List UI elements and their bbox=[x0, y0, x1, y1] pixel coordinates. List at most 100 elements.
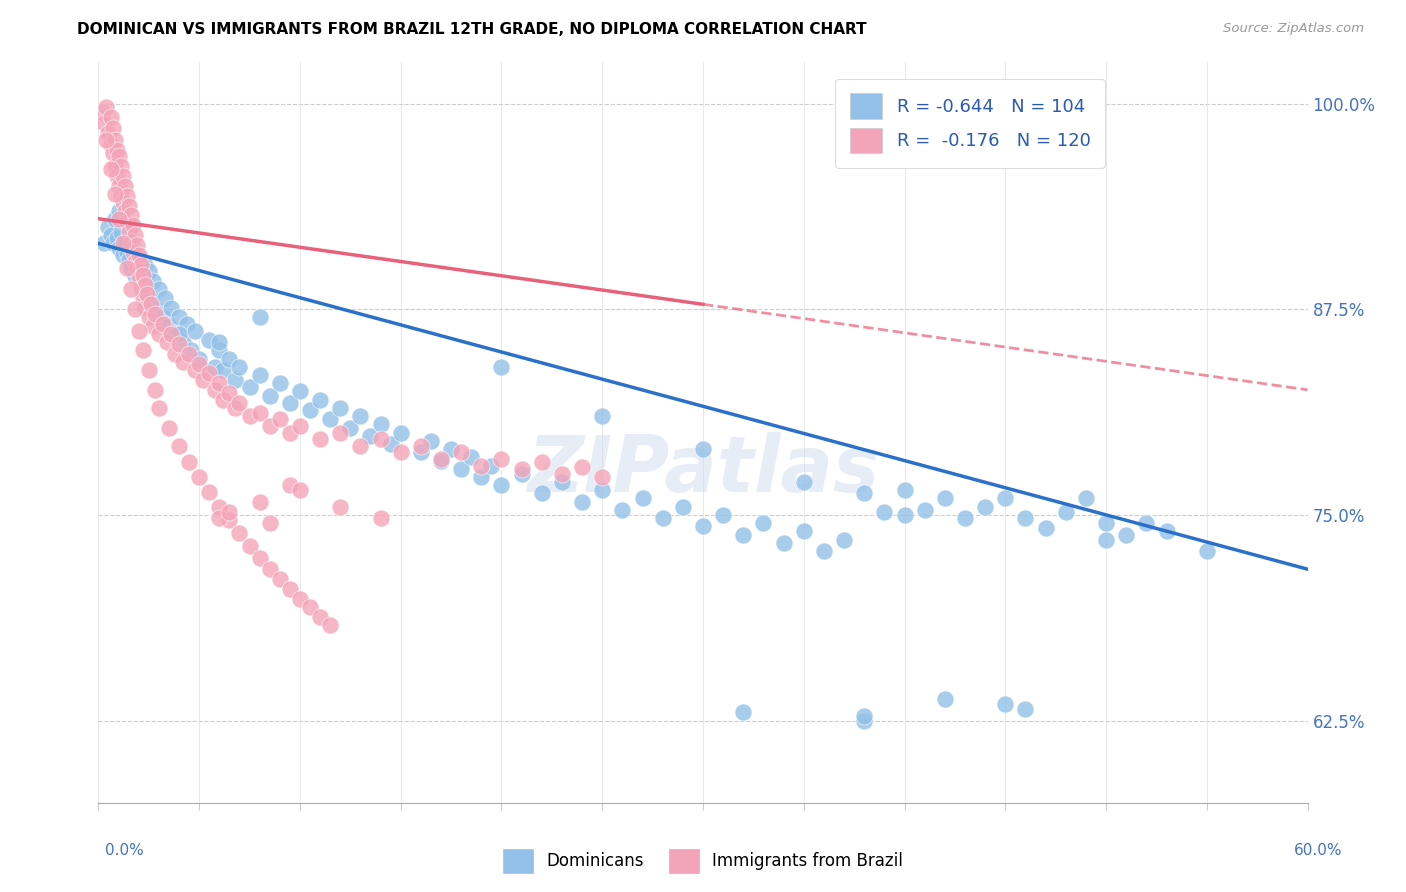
Point bbox=[111, 195, 134, 210]
Point bbox=[269, 572, 291, 586]
Point bbox=[115, 261, 138, 276]
Point bbox=[994, 697, 1017, 711]
Point bbox=[733, 706, 755, 720]
Point bbox=[121, 219, 143, 233]
Point bbox=[188, 351, 211, 366]
Point bbox=[101, 236, 124, 251]
Point bbox=[893, 508, 915, 522]
Point bbox=[319, 412, 342, 426]
Point bbox=[193, 373, 215, 387]
Point bbox=[167, 310, 190, 325]
Point bbox=[96, 133, 118, 147]
Point bbox=[249, 310, 271, 325]
Point bbox=[1014, 702, 1036, 716]
Point bbox=[100, 162, 122, 177]
Point bbox=[204, 383, 226, 397]
Point bbox=[409, 439, 432, 453]
Point bbox=[269, 412, 291, 426]
Point bbox=[138, 363, 160, 377]
Point bbox=[974, 500, 997, 514]
Point bbox=[103, 159, 125, 173]
Point bbox=[934, 692, 956, 706]
Point bbox=[208, 343, 231, 358]
Point bbox=[1115, 527, 1137, 541]
Point bbox=[118, 198, 141, 212]
Point bbox=[409, 445, 432, 459]
Point bbox=[389, 445, 412, 459]
Point bbox=[692, 442, 714, 456]
Point bbox=[571, 460, 593, 475]
Point bbox=[111, 248, 134, 262]
Point bbox=[132, 343, 155, 358]
Point bbox=[551, 467, 574, 481]
Point bbox=[184, 324, 207, 338]
Point bbox=[148, 401, 170, 415]
Point bbox=[138, 310, 160, 325]
Point bbox=[329, 425, 352, 440]
Point bbox=[124, 254, 146, 268]
Point bbox=[591, 483, 613, 498]
Point bbox=[120, 235, 142, 249]
Point bbox=[120, 209, 142, 223]
Text: ZIPatlas: ZIPatlas bbox=[527, 432, 879, 508]
Point bbox=[110, 159, 132, 173]
Point bbox=[124, 269, 146, 284]
Point bbox=[430, 452, 453, 467]
Point bbox=[124, 302, 146, 317]
Point bbox=[309, 610, 332, 624]
Point bbox=[510, 467, 533, 481]
Point bbox=[853, 708, 876, 723]
Point bbox=[124, 228, 146, 243]
Point bbox=[278, 396, 301, 410]
Point bbox=[329, 401, 352, 415]
Point bbox=[329, 500, 352, 514]
Point bbox=[319, 618, 342, 632]
Point bbox=[309, 392, 332, 407]
Point bbox=[134, 301, 156, 315]
Point bbox=[107, 149, 129, 163]
Point bbox=[143, 307, 166, 321]
Point bbox=[128, 261, 150, 276]
Point bbox=[148, 326, 170, 341]
Point bbox=[114, 178, 136, 193]
Point bbox=[299, 600, 322, 615]
Point bbox=[249, 550, 271, 565]
Point bbox=[228, 526, 250, 541]
Point bbox=[179, 455, 201, 469]
Point bbox=[115, 215, 138, 229]
Point bbox=[530, 486, 553, 500]
Point bbox=[157, 318, 180, 333]
Point bbox=[120, 261, 142, 276]
Point bbox=[107, 178, 129, 193]
Point bbox=[188, 357, 211, 371]
Point bbox=[208, 511, 231, 525]
Point bbox=[853, 486, 876, 500]
Point bbox=[152, 317, 174, 331]
Point bbox=[128, 248, 150, 262]
Point bbox=[440, 442, 463, 456]
Point bbox=[460, 450, 482, 465]
Point bbox=[128, 271, 150, 285]
Point bbox=[134, 258, 156, 272]
Point bbox=[813, 544, 835, 558]
Point bbox=[571, 494, 593, 508]
Point bbox=[430, 453, 453, 467]
Point bbox=[224, 373, 246, 387]
Point bbox=[208, 376, 231, 391]
Text: Source: ZipAtlas.com: Source: ZipAtlas.com bbox=[1223, 22, 1364, 36]
Point bbox=[100, 110, 122, 124]
Point bbox=[752, 516, 775, 530]
Point bbox=[120, 283, 142, 297]
Point bbox=[309, 432, 332, 446]
Point bbox=[1054, 505, 1077, 519]
Point bbox=[672, 500, 695, 514]
Point bbox=[125, 261, 148, 276]
Point bbox=[288, 483, 311, 498]
Point bbox=[142, 318, 165, 333]
Point bbox=[163, 326, 186, 341]
Point bbox=[873, 505, 896, 519]
Point bbox=[91, 104, 114, 119]
Point bbox=[172, 355, 194, 369]
Point bbox=[470, 470, 492, 484]
Text: 60.0%: 60.0% bbox=[1295, 843, 1343, 858]
